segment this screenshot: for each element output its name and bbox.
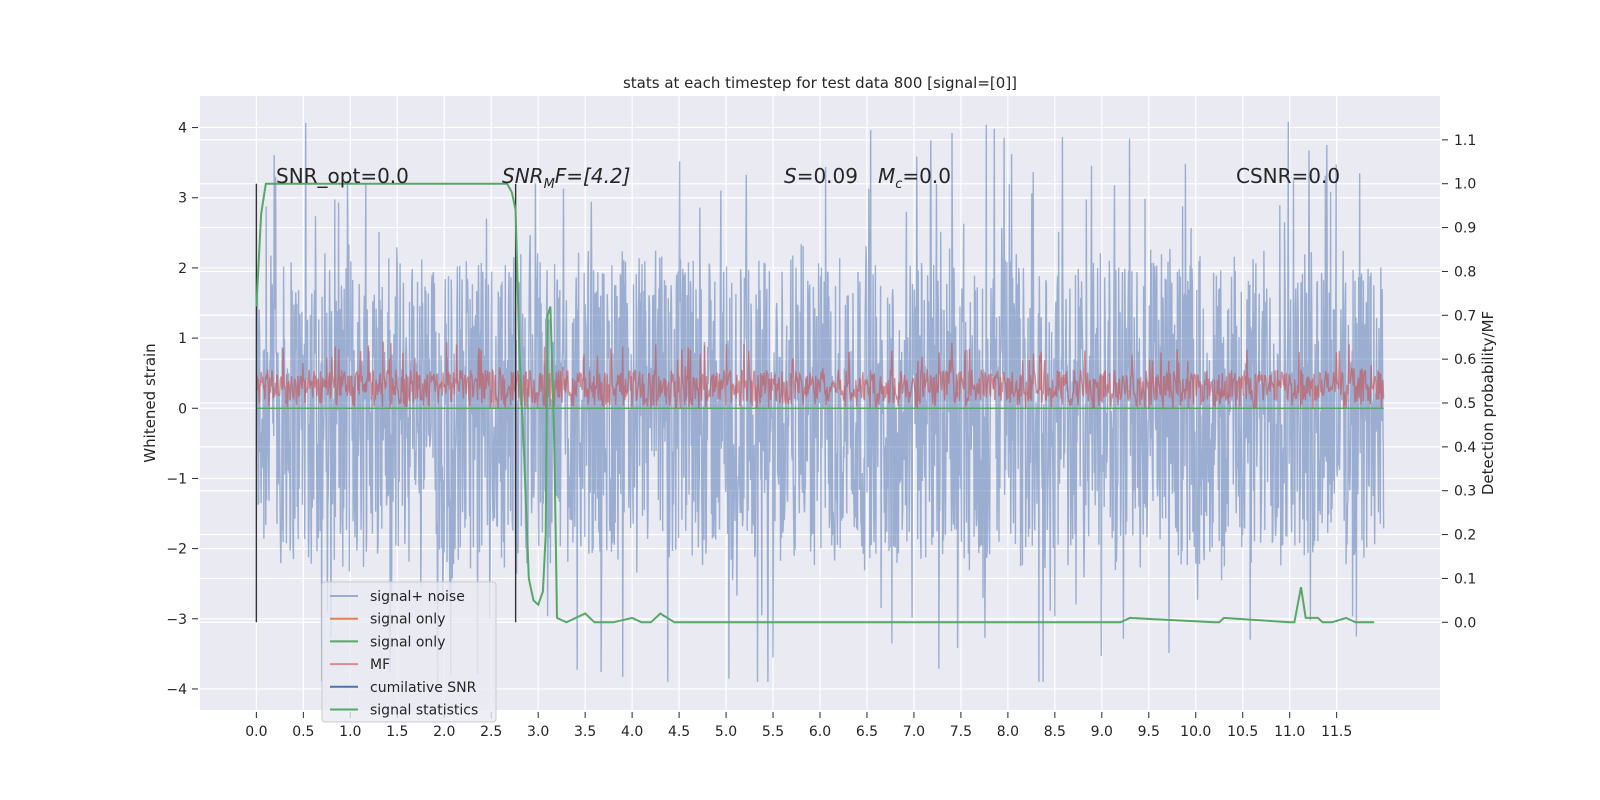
annotation-snr-mf-label: SNR — [502, 164, 544, 188]
legend-box — [321, 581, 497, 723]
x-tick-label: 2.5 — [480, 724, 502, 740]
right-y-tick-label: 0.6 — [1454, 352, 1476, 368]
series-layer — [255, 121, 1385, 682]
x-tick-label: 9.5 — [1138, 724, 1160, 740]
x-tick-label: 5.5 — [762, 724, 784, 740]
x-tick-label: 1.5 — [386, 724, 408, 740]
legend-label: signal statistics — [370, 703, 478, 719]
y-axis-label: Whitened strain — [141, 343, 159, 462]
x-tick-label: 10.5 — [1227, 724, 1258, 740]
x-tick-label: 11.0 — [1274, 724, 1305, 740]
y-tick-labels: 4 3 2 1 0 −1 −2 −3 −4 — [166, 121, 198, 698]
annotation-s: S=0.09 — [784, 164, 858, 188]
annotation-snr-opt: SNR_opt=0.0 — [276, 164, 409, 188]
right-y-tick-label: 0.1 — [1454, 571, 1476, 587]
right-y-tick-label: 0.3 — [1454, 484, 1476, 500]
x-tick-label: 6.0 — [809, 724, 831, 740]
legend-label: signal only — [370, 634, 445, 650]
y-tick-label: −2 — [166, 542, 187, 558]
annotation-mc: Mc=0.0 — [878, 164, 951, 192]
x-tick-label: 3.5 — [574, 724, 596, 740]
annotation-snr-mf-subscript: M — [544, 177, 555, 192]
annotation-mc-label: M — [878, 164, 895, 188]
y-tick-label: −4 — [166, 682, 187, 698]
series-signal-noise-line — [255, 121, 1385, 682]
right-y-tick-label: 0.4 — [1454, 440, 1476, 456]
right-y-tick-labels: 1.1 1.0 0.9 0.8 0.7 0.6 0.5 0.4 0.3 0.2 0.1 0.0 — [1442, 133, 1476, 631]
right-y-axis-label: Detection probability/MF — [1479, 311, 1497, 495]
x-tick-label: 4.0 — [621, 724, 643, 740]
annotation-snr-mf: SNRMF=[4.2] — [502, 164, 630, 192]
annotation-s-label: S — [784, 164, 797, 188]
chart-title: stats at each timestep for test data 800… — [623, 74, 1017, 92]
legend: signal+ noise signal only signal only MF cum… — [321, 581, 497, 723]
x-tick-label: 6.5 — [856, 724, 878, 740]
x-tick-label: 0.0 — [245, 724, 267, 740]
x-tick-label: 2.0 — [433, 724, 455, 740]
right-y-tick-label: 0.5 — [1454, 396, 1476, 412]
legend-label: MF — [370, 657, 390, 673]
x-tick-label: 3.0 — [527, 724, 549, 740]
annotation-mc-value: =0.0 — [902, 164, 951, 188]
x-tick-label: 7.5 — [950, 724, 972, 740]
y-tick-label: 0 — [178, 401, 187, 417]
legend-label: signal only — [370, 612, 445, 628]
legend-label: signal+ noise — [370, 589, 465, 605]
x-tick-label: 5.0 — [715, 724, 737, 740]
x-tick-label: 11.5 — [1321, 724, 1352, 740]
right-y-tick-label: 0.2 — [1454, 528, 1476, 544]
right-y-tick-label: 0.8 — [1454, 264, 1476, 280]
legend-label: cumilative SNR — [370, 680, 477, 696]
series-signal-statistics-line — [255, 182, 1375, 624]
x-tick-label: 9.0 — [1091, 724, 1113, 740]
series-mf-line — [255, 341, 1385, 410]
x-tick-label: 10.0 — [1180, 724, 1211, 740]
right-y-tick-label: 1.1 — [1454, 133, 1476, 149]
annotation-s-value: =0.09 — [797, 164, 858, 188]
y-tick-label: 4 — [178, 121, 187, 137]
annotation-mc-subscript: c — [895, 177, 902, 192]
y-tick-label: −3 — [166, 612, 187, 628]
x-tick-label: 0.5 — [292, 724, 314, 740]
x-tick-label: 1.0 — [339, 724, 361, 740]
y-tick-label: 2 — [178, 261, 187, 277]
right-y-tick-label: 1.0 — [1454, 177, 1476, 193]
y-tick-label: −1 — [166, 471, 187, 487]
x-tick-labels: 0.0 0.5 1.0 1.5 2.0 2.5 3.0 3.5 4.0 4.5 5.0 5.5 6.0 6… — [245, 712, 1352, 740]
y-tick-label: 1 — [178, 331, 187, 347]
x-tick-label: 4.5 — [668, 724, 690, 740]
x-tick-label: 8.0 — [997, 724, 1019, 740]
annotation-snr-mf-value: F=[4.2] — [555, 164, 631, 188]
x-tick-label: 8.5 — [1044, 724, 1066, 740]
y-tick-label: 3 — [178, 191, 187, 207]
x-tick-label: 7.0 — [903, 724, 925, 740]
annotation-csnr: CSNR=0.0 — [1236, 164, 1340, 188]
right-y-tick-label: 0.0 — [1454, 615, 1476, 631]
right-y-tick-label: 0.9 — [1454, 221, 1476, 237]
right-y-tick-label: 0.7 — [1454, 308, 1476, 324]
